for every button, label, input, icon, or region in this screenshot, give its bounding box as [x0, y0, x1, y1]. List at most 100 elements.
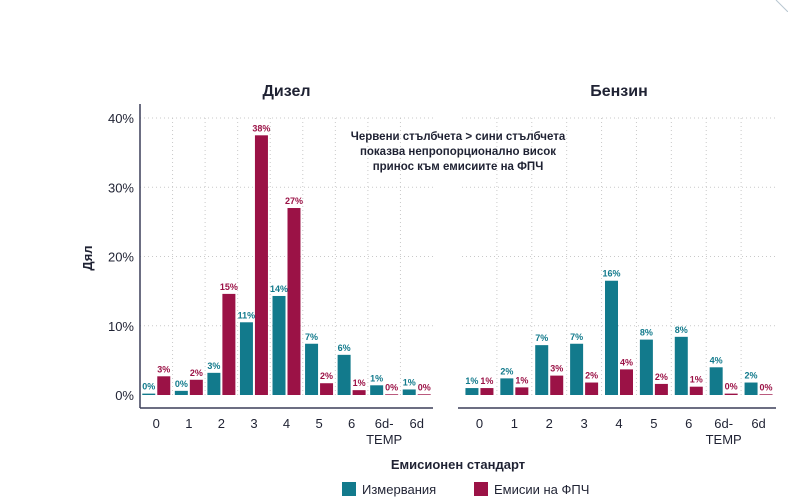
data-label-emissions: 0%: [725, 382, 738, 392]
x-tick-label: 6d-: [375, 416, 394, 431]
bar-measurements: [370, 385, 384, 395]
data-label-measurements: 1%: [370, 373, 383, 383]
y-tick-label: 40%: [108, 111, 134, 126]
x-tick-label: 6d-: [714, 416, 733, 431]
bar-measurements: [142, 393, 156, 395]
data-label-measurements: 1%: [465, 376, 478, 386]
x-tick-label: 0: [476, 416, 483, 431]
bar-measurements: [174, 390, 188, 395]
panel-title: Бензин: [590, 83, 648, 100]
legend: Измервания Емисии на ФПЧ: [342, 482, 589, 497]
data-label-emissions: 1%: [353, 378, 366, 388]
data-label-emissions: 4%: [620, 357, 633, 367]
annotation-line-2: показва непропорционално висок: [360, 146, 556, 158]
bar-measurements: [272, 295, 286, 395]
x-tick-label: 2: [218, 416, 225, 431]
annotation-line-1: Червени стълбчета > сини стълбчета: [351, 131, 566, 143]
y-tick-label: 10%: [108, 319, 134, 334]
bar-measurements: [570, 343, 584, 395]
bar-emissions: [654, 383, 668, 395]
data-label-measurements: 3%: [207, 361, 220, 371]
bar-emissions: [287, 208, 301, 395]
x-tick-label: TEMP: [706, 432, 742, 447]
data-label-emissions: 38%: [252, 123, 270, 133]
bar-measurements: [239, 322, 253, 395]
panel-diesel: Дизел0%3%00%2%13%15%211%38%314%27%47%2%5…: [139, 83, 433, 447]
bar-measurements: [605, 280, 618, 395]
data-label-measurements: 7%: [570, 332, 583, 342]
bar-emissions: [480, 388, 494, 395]
bar-emissions: [352, 390, 366, 395]
x-tick-label: 1: [185, 416, 192, 431]
data-label-measurements: 16%: [602, 269, 620, 279]
data-label-emissions: 2%: [585, 371, 598, 381]
x-tick-label: 6d: [409, 416, 423, 431]
bar-emissions: [515, 387, 529, 395]
bar-emissions: [759, 394, 773, 395]
legend-swatch-measurements: [342, 482, 356, 496]
data-label-emissions: 0%: [418, 382, 431, 392]
bar-emissions: [222, 293, 236, 395]
data-label-emissions: 3%: [550, 364, 563, 374]
bar-measurements: [337, 354, 351, 395]
legend-label-emissions: Емисии на ФПЧ: [494, 482, 589, 497]
legend-swatch-emissions: [474, 482, 488, 496]
bar-emissions: [189, 379, 203, 395]
data-label-measurements: 11%: [238, 310, 256, 320]
bar-emissions: [320, 383, 334, 395]
x-tick-label: 4: [283, 416, 290, 431]
bar-emissions: [550, 375, 564, 395]
annotation-line-3: принос към емисиите на ФПЧ: [373, 161, 544, 173]
data-label-emissions: 15%: [220, 282, 238, 292]
y-axis-label: Дял: [80, 245, 95, 270]
x-tick-label: TEMP: [366, 432, 402, 447]
x-tick-label: 6d: [751, 416, 765, 431]
bar-measurements: [305, 343, 319, 395]
data-label-emissions: 27%: [285, 196, 303, 206]
bar-emissions: [585, 382, 599, 395]
data-label-measurements: 6%: [338, 343, 351, 353]
data-label-emissions: 1%: [690, 375, 703, 385]
data-label-emissions: 0%: [760, 382, 773, 392]
data-label-measurements: 14%: [270, 284, 288, 294]
data-label-measurements: 4%: [710, 355, 723, 365]
bar-emissions: [254, 135, 268, 395]
x-tick-label: 3: [580, 416, 587, 431]
x-axis-label: Емисионен стандарт: [391, 457, 525, 472]
bar-measurements: [500, 378, 514, 395]
x-tick-label: 2: [546, 416, 553, 431]
bar-measurements: [744, 382, 758, 395]
bar-measurements: [709, 367, 723, 395]
y-tick-label: 0%: [115, 388, 134, 403]
bar-measurements: [535, 345, 549, 395]
x-tick-label: 3: [250, 416, 257, 431]
data-label-emissions: 3%: [157, 364, 170, 374]
bar-emissions: [157, 376, 171, 395]
legend-label-measurements: Измервания: [362, 482, 436, 497]
x-tick-label: 6: [685, 416, 692, 431]
data-label-measurements: 7%: [535, 333, 548, 343]
x-tick-label: 5: [315, 416, 322, 431]
x-tick-label: 6: [348, 416, 355, 431]
decorative-corner-line: [775, 0, 788, 12]
data-label-emissions: 2%: [655, 372, 668, 382]
bar-emissions: [724, 393, 738, 395]
data-label-measurements: 7%: [305, 332, 318, 342]
y-tick-label: 20%: [108, 250, 134, 265]
data-label-emissions: 1%: [515, 375, 528, 385]
bar-measurements: [402, 389, 416, 395]
y-tick-label: 30%: [108, 180, 134, 195]
data-label-emissions: 2%: [320, 371, 333, 381]
bar-measurements: [674, 336, 688, 395]
bar-emissions: [417, 394, 431, 395]
x-tick-label: 0: [153, 416, 160, 431]
bar-measurements: [639, 339, 653, 395]
x-tick-label: 1: [511, 416, 518, 431]
panel-title: Дизел: [262, 83, 310, 100]
chart-annotation: Червени стълбчета > сини стълбчета показ…: [351, 131, 566, 173]
chart-panels: 0%10%20%30%40%Дизел0%3%00%2%13%15%211%38…: [108, 83, 776, 447]
data-label-measurements: 1%: [403, 377, 416, 387]
data-label-emissions: 0%: [385, 382, 398, 392]
